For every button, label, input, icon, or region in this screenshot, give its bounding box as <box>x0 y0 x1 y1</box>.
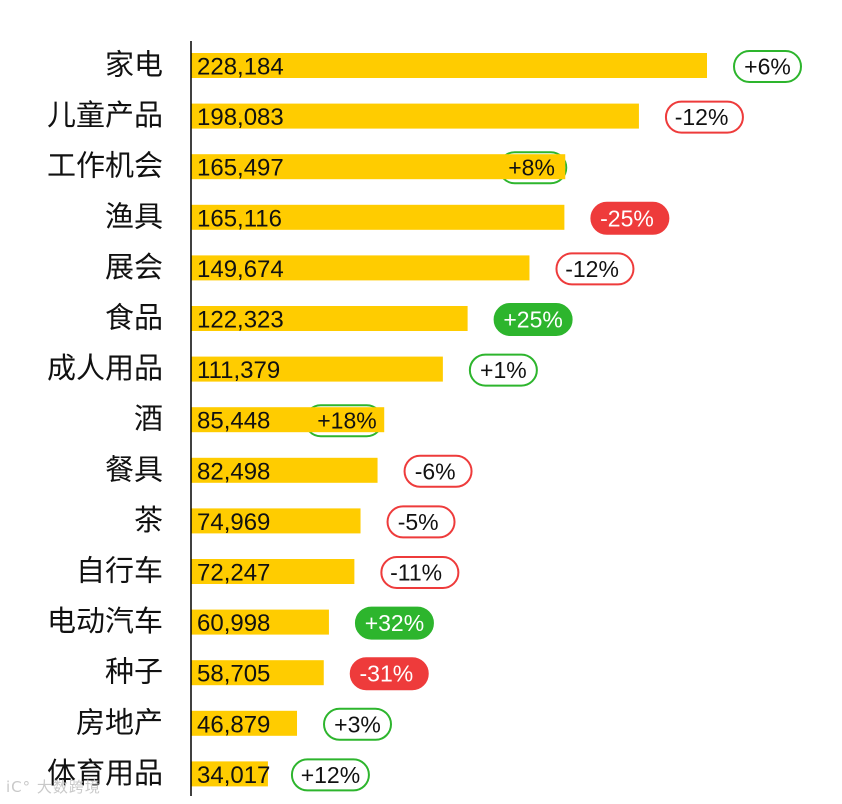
bar <box>191 660 324 686</box>
bar <box>191 306 468 331</box>
change-badge <box>403 454 473 488</box>
bar <box>191 255 530 281</box>
value-label: 122,323 <box>197 307 284 334</box>
bar <box>191 559 355 584</box>
bar <box>191 53 707 78</box>
category-label: 成人用品 <box>47 351 163 385</box>
value-label: 111,379 <box>197 357 280 384</box>
category-label: 食品 <box>105 301 163 335</box>
category-label: 自行车 <box>76 554 163 588</box>
change-badge <box>349 657 429 691</box>
value-label: 165,116 <box>197 205 282 232</box>
bar <box>191 154 566 180</box>
value-label: 85,448 <box>197 408 270 435</box>
category-label: 酒 <box>134 402 163 436</box>
value-label: 34,017 <box>197 762 270 789</box>
category-label: 房地产 <box>76 705 163 739</box>
category-label: 家电 <box>105 48 163 82</box>
change-label: +8% <box>508 155 555 181</box>
change-label: +32% <box>365 610 424 636</box>
category-label: 种子 <box>105 655 163 689</box>
value-label: 72,247 <box>197 560 270 587</box>
value-label: 149,674 <box>197 256 284 283</box>
category-label: 展会 <box>105 250 163 284</box>
change-badge <box>493 303 573 336</box>
value-label: 82,498 <box>197 458 270 485</box>
change-label: -31% <box>360 661 414 687</box>
value-label: 198,083 <box>197 104 284 131</box>
watermark-logo: iC° 大数跨境 <box>6 778 101 796</box>
change-label: +12% <box>301 762 360 788</box>
change-badge <box>468 353 538 387</box>
change-label: -6% <box>415 458 456 484</box>
category-label: 茶 <box>134 503 163 537</box>
bar <box>191 103 639 129</box>
category-label: 工作机会 <box>47 149 163 183</box>
change-badge <box>380 556 460 589</box>
bar <box>191 457 378 483</box>
change-label: -25% <box>600 205 654 231</box>
change-label: +18% <box>317 408 376 434</box>
change-badge <box>590 201 670 235</box>
bar <box>191 407 385 433</box>
category-label: 电动汽车 <box>47 604 163 638</box>
category-label: 体育用品 <box>47 756 163 790</box>
change-label: -12% <box>565 256 619 282</box>
change-badge <box>555 252 635 286</box>
change-label: +25% <box>503 307 562 333</box>
category-label: 儿童产品 <box>47 98 163 132</box>
change-badge <box>386 505 456 539</box>
category-label: 渔具 <box>105 199 163 233</box>
change-label: -12% <box>675 104 729 130</box>
change-badge <box>664 100 744 134</box>
bar <box>191 508 361 534</box>
value-label: 74,969 <box>197 509 270 536</box>
change-badge <box>323 707 393 741</box>
bar <box>191 609 329 635</box>
bar <box>191 204 565 230</box>
change-badge <box>354 606 434 640</box>
value-label: 58,705 <box>197 661 270 688</box>
change-label: -11% <box>390 560 442 586</box>
value-label: 60,998 <box>197 610 270 637</box>
category-label: 餐具 <box>105 452 163 486</box>
change-badge <box>290 758 370 792</box>
change-badge <box>733 50 802 83</box>
value-label: 165,497 <box>197 155 284 182</box>
value-label: 228,184 <box>197 54 284 81</box>
change-label: +3% <box>334 711 381 737</box>
bar <box>191 761 268 787</box>
value-label: 46,879 <box>197 711 270 738</box>
change-label: -5% <box>398 509 439 535</box>
bar <box>191 356 443 382</box>
bar <box>191 710 298 736</box>
change-label: +6% <box>744 54 791 80</box>
change-label: +1% <box>480 357 527 383</box>
